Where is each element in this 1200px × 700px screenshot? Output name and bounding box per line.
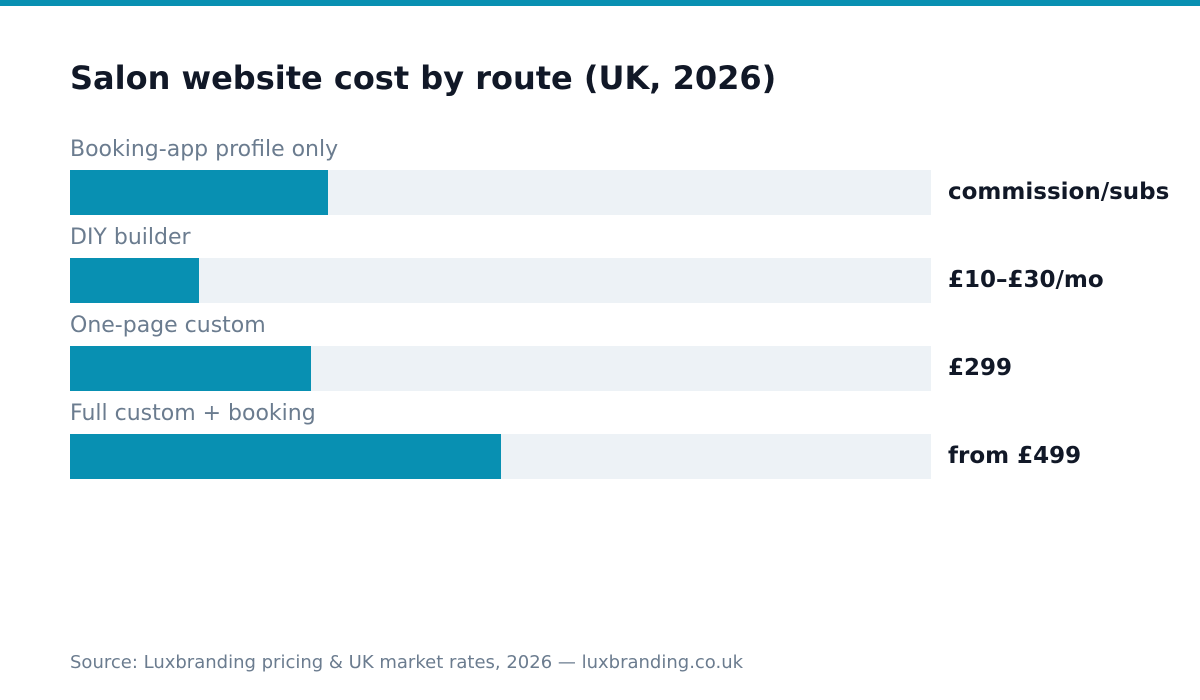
bar-track [70, 434, 931, 479]
bar-value-label: £299 [948, 355, 1013, 381]
bar-fill [70, 170, 328, 215]
bar-value-label: commission/subs [948, 179, 1170, 205]
bar-fill [70, 346, 311, 391]
bar-fill [70, 258, 199, 303]
bar-row: One-page custom £299 [70, 310, 1180, 398]
bar-category-label: Full custom + booking [70, 401, 316, 426]
bar-track [70, 346, 931, 391]
source-note: Source: Luxbranding pricing & UK market … [70, 652, 744, 673]
bar-value-label: from £499 [948, 443, 1082, 469]
bar-category-label: DIY builder [70, 225, 191, 250]
bar-row: Full custom + booking from £499 [70, 398, 1180, 486]
bar-row: DIY builder £10–£30/mo [70, 222, 1180, 310]
chart-title: Salon website cost by route (UK, 2026) [70, 59, 777, 97]
bar-chart: Booking-app profile only commission/subs D… [70, 134, 1180, 486]
top-accent-rule [0, 0, 1200, 6]
bar-track [70, 170, 931, 215]
bar-value-label: £10–£30/mo [948, 267, 1104, 293]
bar-track [70, 258, 931, 303]
bar-row: Booking-app profile only commission/subs [70, 134, 1180, 222]
bar-fill [70, 434, 501, 479]
bar-category-label: Booking-app profile only [70, 137, 339, 162]
bar-category-label: One-page custom [70, 313, 266, 338]
